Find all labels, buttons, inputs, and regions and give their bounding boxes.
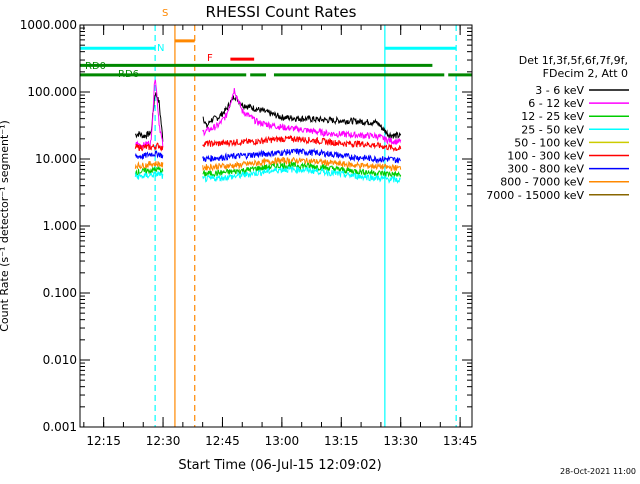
flag-label: F bbox=[207, 53, 213, 64]
chart-title: RHESSI Count Rates bbox=[206, 3, 357, 21]
legend-entry-label: 3 - 6 keV bbox=[535, 84, 584, 97]
x-tick-label: 13:45 bbox=[443, 434, 478, 448]
series-line bbox=[134, 142, 164, 152]
legend-entry-label: 7000 - 15000 keV bbox=[486, 189, 584, 202]
series-line bbox=[202, 134, 402, 152]
legend-entry-label: 800 - 7000 keV bbox=[500, 176, 584, 189]
legend-entry-label: 6 - 12 keV bbox=[528, 97, 584, 110]
series-line bbox=[134, 150, 164, 161]
y-tick-label: 100.000 bbox=[27, 85, 77, 99]
x-tick-label: 13:00 bbox=[265, 434, 300, 448]
series-line bbox=[202, 160, 402, 178]
flag-label: RD6 bbox=[118, 69, 139, 80]
x-tick-label: 12:30 bbox=[146, 434, 181, 448]
series-line bbox=[134, 165, 164, 176]
legend-header-line-1: Det 1f,3f,5f,6f,7f,9f, bbox=[519, 54, 628, 67]
y-axis-label: Count Rate (s⁻¹ detector⁻¹ segment⁻¹) bbox=[0, 120, 11, 332]
y-tick-label: 1000.000 bbox=[20, 18, 77, 32]
flag-label: N bbox=[157, 43, 164, 54]
y-tick-label: 1.000 bbox=[43, 219, 77, 233]
x-tick-label: 12:15 bbox=[86, 434, 121, 448]
legend-entry-label: 100 - 300 keV bbox=[507, 150, 584, 163]
series-line bbox=[202, 147, 401, 165]
y-tick-label: 10.000 bbox=[35, 152, 77, 166]
legend-entry-label: 300 - 800 keV bbox=[507, 163, 584, 176]
series-line bbox=[202, 95, 402, 139]
series-line bbox=[134, 161, 164, 170]
flag-label: RD0 bbox=[85, 61, 106, 72]
x-tick-label: 12:45 bbox=[205, 434, 240, 448]
flag-label: S bbox=[162, 8, 168, 19]
x-axis-label: Start Time (06-Jul-15 12:09:02) bbox=[178, 458, 381, 473]
x-tick-label: 13:15 bbox=[324, 434, 359, 448]
y-tick-label: 0.100 bbox=[43, 286, 77, 300]
series-line bbox=[202, 165, 401, 185]
legend-entry-label: 25 - 50 keV bbox=[521, 123, 584, 136]
x-tick-label: 13:30 bbox=[383, 434, 418, 448]
legend-header-line-2: FDecim 2, Att 0 bbox=[543, 67, 628, 80]
y-tick-label: 0.010 bbox=[43, 353, 77, 367]
series-line bbox=[202, 156, 402, 172]
legend-entry-label: 50 - 100 keV bbox=[514, 136, 584, 149]
y-tick-label: 0.001 bbox=[43, 420, 77, 434]
legend-entry-label: 12 - 25 keV bbox=[521, 110, 584, 123]
series-line bbox=[134, 170, 164, 180]
series-line bbox=[202, 88, 402, 146]
plot-timestamp: 28-Oct-2021 11:00 bbox=[560, 467, 636, 476]
series-line bbox=[134, 92, 164, 142]
